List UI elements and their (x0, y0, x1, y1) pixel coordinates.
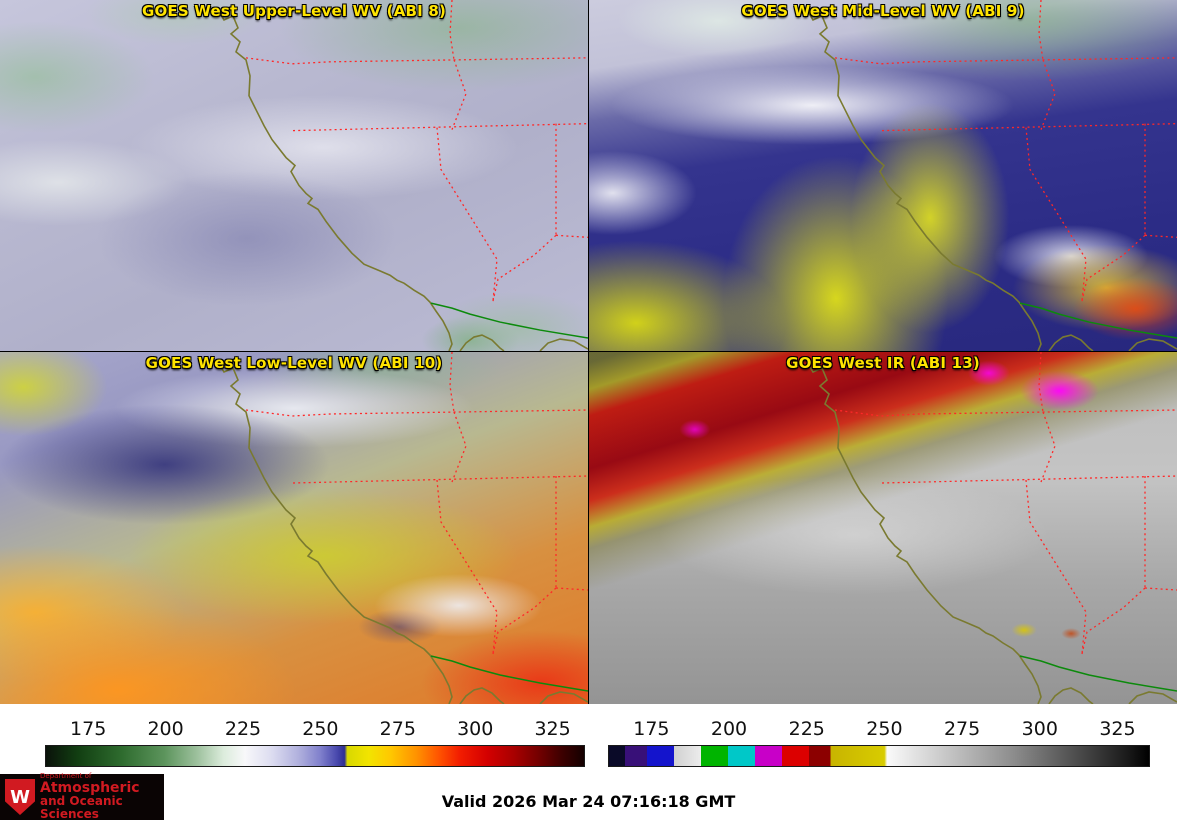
panel-title-mid-wv: GOES West Mid-Level WV (ABI 9) (741, 2, 1025, 20)
logo-text: Department of Atmospheric and Oceanic Sc… (40, 773, 159, 820)
tick-label: 175 (633, 718, 670, 740)
logo-line-department: Department of (40, 772, 92, 781)
tick-label: 300 (1021, 718, 1058, 740)
tick-label: 225 (788, 718, 825, 740)
tick-label: 275 (943, 718, 981, 740)
tick-label: 175 (70, 718, 107, 740)
panel-grid: GOES West Upper-Level WV (ABI 8) GOES We… (0, 0, 1177, 704)
colorbar-ir-tick-labels: 175 200 225 250 275 300 325 (608, 704, 1150, 742)
panel-ir: GOES West IR (ABI 13) (589, 352, 1177, 704)
colorbar-wv-strip (45, 745, 585, 767)
colorbar-band: 175 200 225 250 275 300 325 175 200 225 … (0, 704, 1177, 770)
colorbar-wv: 175 200 225 250 275 300 325 (45, 704, 585, 770)
footer: W Department of Atmospheric and Oceanic … (0, 770, 1177, 820)
colorbar-ir: 175 200 225 250 275 300 325 (608, 704, 1150, 770)
panel-title-low-wv: GOES West Low-Level WV (ABI 10) (145, 354, 443, 372)
tick-label: 225 (224, 718, 262, 740)
panel-mid-level-wv: GOES West Mid-Level WV (ABI 9) (589, 0, 1177, 351)
tick-label: 300 (457, 718, 494, 740)
tick-label: 325 (1099, 718, 1136, 740)
tick-label: 325 (534, 718, 571, 740)
tick-label: 200 (710, 718, 748, 740)
uw-crest-icon: W (5, 779, 35, 815)
colorbar-wv-tick-labels: 175 200 225 250 275 300 325 (45, 704, 585, 742)
tick-label: 275 (379, 718, 416, 740)
tick-label: 250 (302, 718, 339, 740)
map-overlay-low-wv (217, 352, 588, 704)
colorbar-ir-strip (608, 745, 1150, 767)
tick-label: 250 (866, 718, 903, 740)
panel-low-level-wv: GOES West Low-Level WV (ABI 10) (0, 352, 588, 704)
logo-line-atmospheric: Atmospheric (40, 779, 140, 796)
map-overlay-mid-wv (806, 0, 1177, 351)
panel-title-ir: GOES West IR (ABI 13) (786, 354, 980, 372)
map-overlay-upper-wv (217, 0, 588, 351)
valid-time-label: Valid 2026 Mar 24 07:16:18 GMT (441, 792, 736, 811)
logo-line-oceanic: and Oceanic Sciences (40, 794, 123, 820)
tick-label: 200 (147, 718, 184, 740)
aos-department-logo: W Department of Atmospheric and Oceanic … (0, 773, 164, 820)
map-overlay-ir (806, 352, 1177, 704)
panel-title-upper-wv: GOES West Upper-Level WV (ABI 8) (141, 2, 447, 20)
panel-upper-level-wv: GOES West Upper-Level WV (ABI 8) (0, 0, 588, 351)
